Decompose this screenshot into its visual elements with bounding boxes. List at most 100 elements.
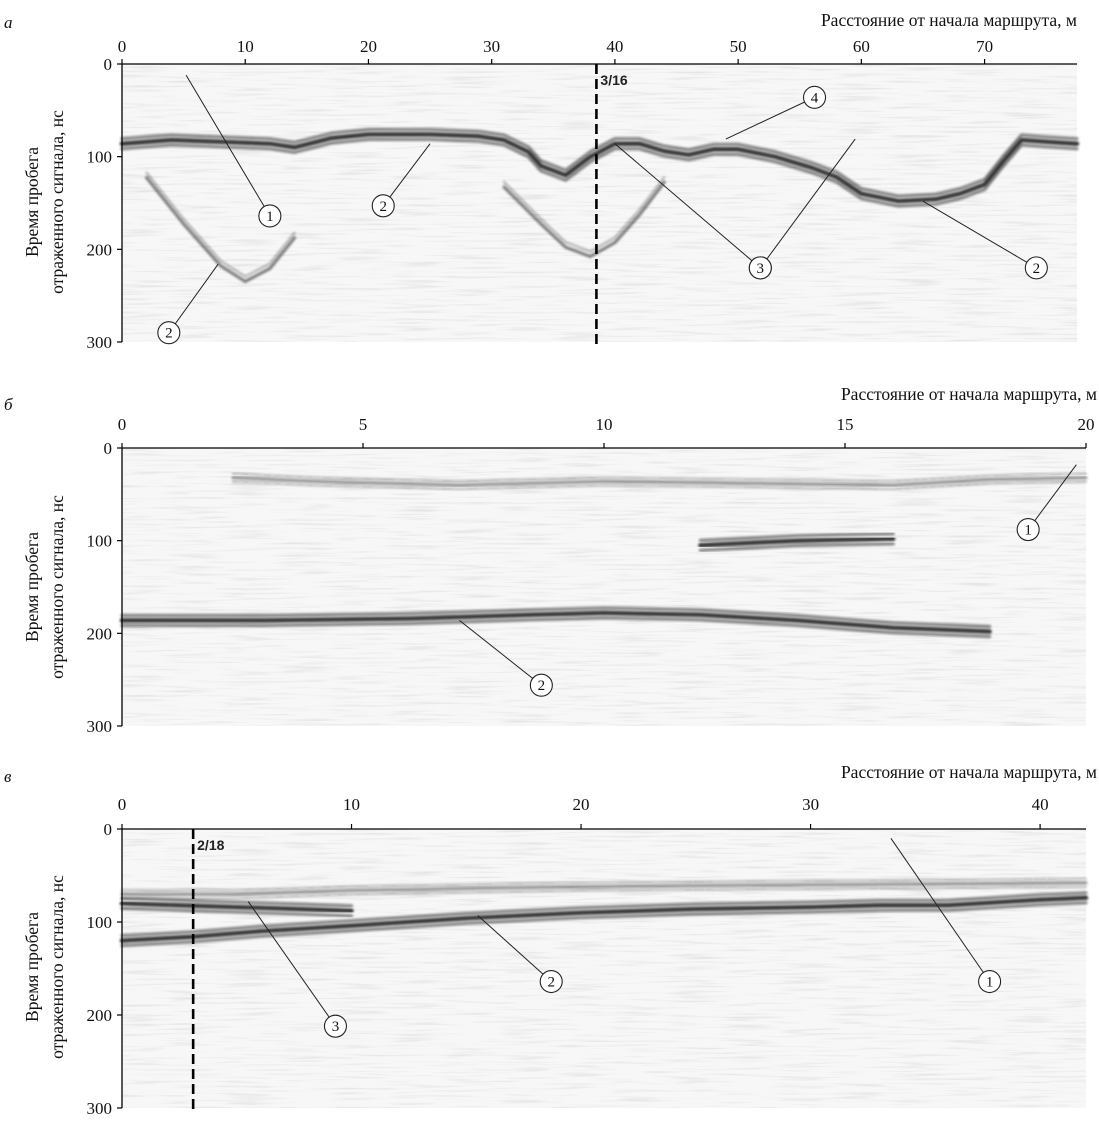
panel-b-y-tick-label: 300 xyxy=(87,717,113,736)
panel-c-y-tick-label: 0 xyxy=(104,820,113,839)
panel-a-callout-number: 2 xyxy=(379,199,387,215)
panel-c-reflector-layer xyxy=(119,896,354,918)
panel-b-x-tick-label: 0 xyxy=(118,415,127,434)
panel-a-y-tick-label: 100 xyxy=(87,148,113,167)
panel-a-x-tick-label: 50 xyxy=(730,37,747,56)
panel-a-reflector-band xyxy=(120,97,1079,108)
panel-a-reflector-band xyxy=(120,109,1079,121)
panel-c-callout-number: 2 xyxy=(547,975,555,991)
panel-c-reflector-trace xyxy=(119,895,1089,943)
panel-c-reflector-band xyxy=(120,855,1088,866)
panel-a-x-tick-label: 0 xyxy=(118,37,127,56)
panel-a: а Расстояние от начала маршрута, м Время… xyxy=(4,10,1081,352)
panel-b-reflectors xyxy=(118,459,1090,639)
panel-a-reflector-trace xyxy=(120,127,1079,198)
panel-b-radargram-texture xyxy=(122,448,1086,726)
panel-c-reflector-layer xyxy=(119,891,1089,948)
panel-c-reflector-trace xyxy=(119,901,354,914)
panel-c-callout-leader xyxy=(477,915,552,982)
panel-c-callout-circle xyxy=(539,969,563,994)
panel-c-x-tick-label: 20 xyxy=(573,795,590,814)
panel-a-x-tick-label: 30 xyxy=(483,37,500,56)
panel-c-letter: в xyxy=(4,767,12,786)
panel-b-reflector-trace xyxy=(120,616,992,639)
panel-a-reflector-trace xyxy=(120,137,1079,208)
panel-a-reflector-layer xyxy=(119,127,1080,208)
panel-b-reflector-band xyxy=(120,487,1088,498)
panel-b-reflector-trace xyxy=(231,476,1088,487)
panel-c-callout-circle xyxy=(978,969,1002,994)
panel-b-y-tick-label: 100 xyxy=(87,532,113,551)
panel-b-reflector-trace xyxy=(119,610,992,634)
panel-a-x-tick-label: 10 xyxy=(237,37,254,56)
panel-b-callout-leader xyxy=(459,619,542,686)
panel-a-reflector-trace xyxy=(502,176,666,253)
panel-a-reflectors xyxy=(118,69,1081,283)
panel-a-callout-number: 4 xyxy=(811,90,819,106)
panel-a-callout-circle xyxy=(748,256,772,280)
panel-a-callout-leader xyxy=(759,138,856,269)
panel-c-y-axis-title: Время пробега отраженного сигнала, нс xyxy=(22,875,67,1059)
panel-b-reflector-layer xyxy=(119,606,992,639)
panel-c-reflectors xyxy=(118,834,1090,948)
panel-a-reflector-trace xyxy=(119,132,1080,204)
panel-c-callout-leader xyxy=(247,901,336,1027)
panel-a-reflector-trace xyxy=(145,171,296,278)
panel-b-callout-number: 1 xyxy=(1024,523,1032,539)
panel-c-y-axis-title-line-2: отраженного сигнала, нс xyxy=(47,875,67,1059)
panel-a-callout-circle xyxy=(1024,256,1048,280)
panel-c-reflector-trace xyxy=(120,901,1088,948)
panel-a-x-tick-label: 40 xyxy=(606,37,623,56)
panel-b-callouts: 12 xyxy=(459,464,1077,697)
panel-a-callout-circle xyxy=(371,194,395,218)
panel-b-reflector-band xyxy=(120,465,1088,476)
panel-a-reflector-trace xyxy=(145,176,296,283)
panel-b-x-axis-title: Расстояние от начала маршрута, м xyxy=(841,384,1097,404)
panel-b-callout-circle xyxy=(529,673,553,697)
panel-c-callout-number: 3 xyxy=(332,1019,340,1035)
panel-c-y-tick-label: 300 xyxy=(87,1099,113,1118)
panel-c-reflector-trace xyxy=(120,877,1088,892)
panel-a-y-axis-title-line-1: Время пробега xyxy=(22,147,42,257)
panel-c-radargram-texture xyxy=(122,829,1086,1108)
panel-a-y-tick-label: 0 xyxy=(104,55,113,74)
panel-b-reflector-band xyxy=(231,472,1088,491)
panel-a-callout-circle xyxy=(258,204,282,228)
panel-a-x-axis-title: Расстояние от начала маршрута, м xyxy=(821,10,1077,30)
panel-b-reflector-trace xyxy=(698,542,895,552)
panel-a-x-tick-label: 60 xyxy=(853,37,870,56)
panel-c-callout-leader xyxy=(890,838,991,982)
panel-a-callout-number: 2 xyxy=(1033,261,1041,277)
panel-a-y-axis-title-line-2: отраженного сигнала, нс xyxy=(47,110,67,294)
panel-c-reflector-band xyxy=(120,846,1088,857)
panel-c-plot-area: 0 10 20 30 40 0 100 200 300 2/18 1 2 3 xyxy=(87,795,1090,1118)
panel-a-reflector-hyperbola xyxy=(145,171,296,283)
panel-b-x-tick-label: 10 xyxy=(596,415,613,434)
panel-b-x-tick-label: 20 xyxy=(1078,415,1095,434)
panel-a-callout-number: 1 xyxy=(266,209,274,225)
panel-c-x-tick-label: 30 xyxy=(802,795,819,814)
panel-b-callout-number: 2 xyxy=(538,678,546,694)
panel-a-callout-number: 3 xyxy=(757,261,765,277)
panel-c-x-tick-label: 10 xyxy=(343,795,360,814)
panel-b-reflector-trace xyxy=(698,536,896,548)
panel-a-reflector-surface xyxy=(118,69,1081,81)
panel-c-reflector-trace xyxy=(120,885,1088,900)
panel-c-callout-number: 1 xyxy=(986,975,994,991)
panel-b-reflector-trace xyxy=(231,472,1088,483)
panel-c-reflector-surface xyxy=(118,834,1090,846)
panel-c: в Расстояние от начала маршрута, м Время… xyxy=(4,762,1097,1118)
panel-c-reflector-trace xyxy=(120,881,1088,896)
panel-a-y-tick-label: 200 xyxy=(87,240,113,259)
panel-c-x-axis-title: Расстояние от начала маршрута, м xyxy=(841,762,1097,782)
panel-b-y-tick-label: 200 xyxy=(87,624,113,643)
panel-a-callout-number: 2 xyxy=(165,326,173,342)
panel-c-callouts: 1 2 3 xyxy=(247,838,1002,1038)
panel-a-callout-circle xyxy=(157,321,181,345)
panel-b-x-tick-label: 15 xyxy=(837,415,854,434)
panel-a-x-tick-label: 20 xyxy=(360,37,377,56)
panel-b-y-axis-title: Время пробега отраженного сигнала, нс xyxy=(22,495,67,679)
panel-c-callout-circle xyxy=(323,1014,348,1038)
